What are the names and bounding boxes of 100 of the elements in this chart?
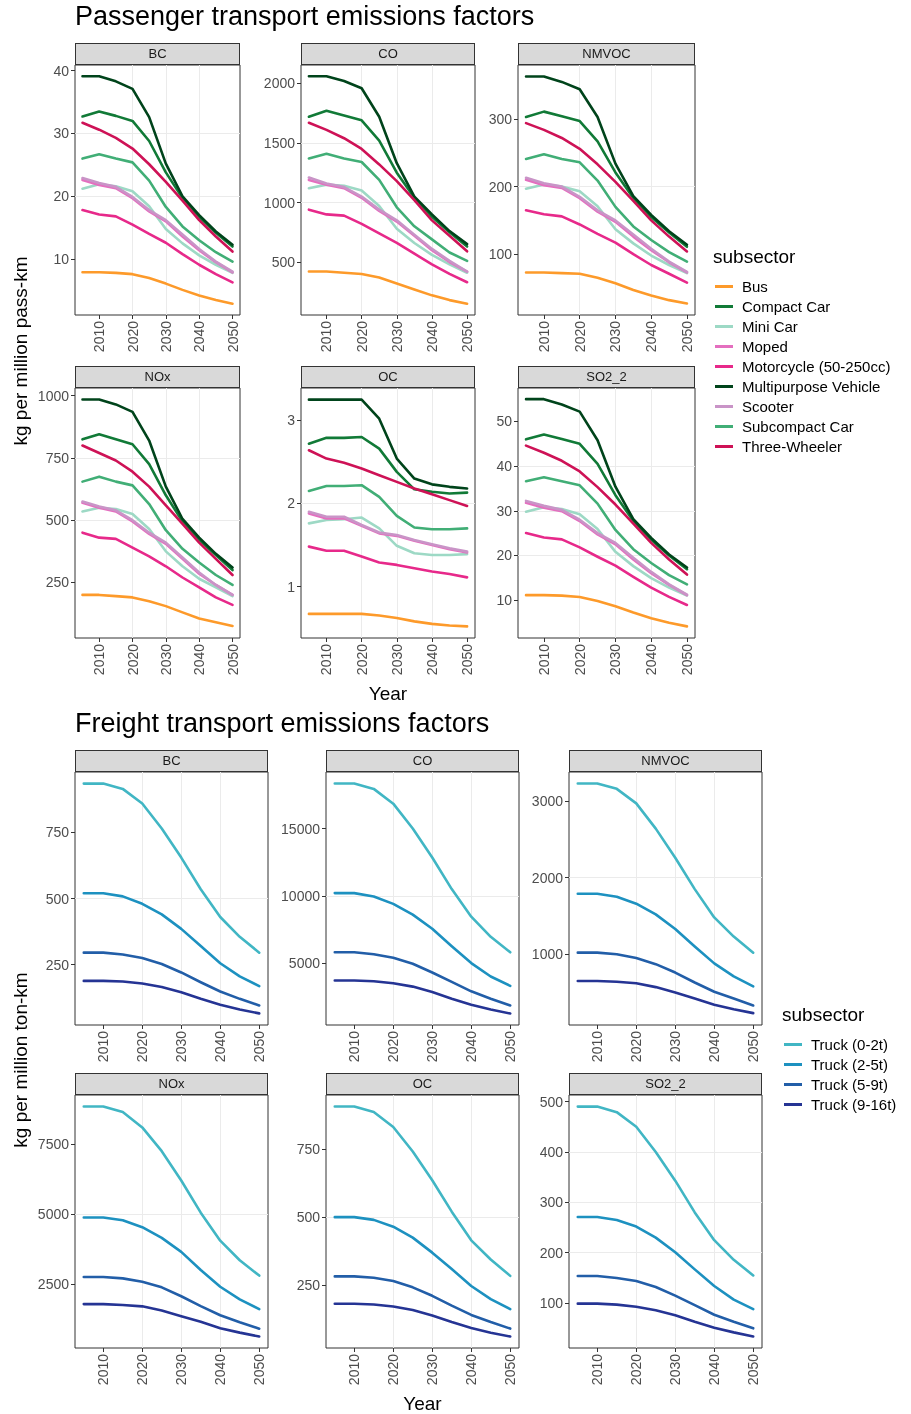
chart-title: NOx (75, 366, 240, 388)
x-tick-label: 2040 (463, 1030, 480, 1063)
legend-label: Motorcycle (50-250cc) (742, 357, 891, 375)
y-tick-label: 1500 (263, 134, 296, 151)
x-tick-label: 2050 (224, 643, 241, 676)
text: Freight transport emissions factors (75, 708, 490, 739)
chart-title: OC (326, 1073, 519, 1095)
x-tick-label: 2050 (251, 1030, 268, 1063)
x-tick-label: 2020 (571, 643, 588, 676)
y-tick-label: 250 (45, 956, 70, 973)
y-tick-label: 1000 (263, 194, 296, 211)
text: Passenger transport emissions factors (75, 1, 535, 32)
x-tick-label: 2020 (134, 1030, 151, 1063)
x-tick-label: 2030 (424, 1353, 441, 1386)
chart-title: SO2_2 (518, 366, 695, 388)
y-tick-label: 1000 (37, 387, 70, 404)
x-tick-label: 2030 (667, 1030, 684, 1063)
y-tick-label: 2 (287, 495, 296, 512)
x-tick-label: 2010 (95, 1353, 112, 1386)
x-tick-label: 2020 (571, 320, 588, 353)
chart-title: BC (75, 43, 240, 65)
x-tick-label: 2010 (95, 1030, 112, 1063)
y-tick-label: 250 (296, 1277, 321, 1294)
x-tick-label: 2010 (589, 1030, 606, 1063)
x-tick-label: 2040 (706, 1030, 723, 1063)
y-tick-label: 500 (539, 1093, 564, 1110)
x-tick-label: 2050 (678, 320, 695, 353)
x-tick-label: 2050 (459, 320, 476, 353)
x-tick-label: 2010 (91, 643, 108, 676)
x-tick-label: 2020 (628, 1353, 645, 1386)
y-tick-label: 20 (53, 188, 70, 205)
y-tick-label: 10 (496, 592, 513, 609)
x-tick-label: 2030 (388, 320, 405, 353)
y-tick-label: 15000 (281, 820, 321, 837)
y-tick-label: 30 (496, 502, 513, 519)
chart-title: BC (75, 750, 268, 772)
x-tick-label: 2040 (191, 643, 208, 676)
x-axis-title: Year (368, 683, 408, 705)
legend-label: Three-Wheeler (742, 437, 843, 455)
legend-label: Truck (5-9t) (811, 1075, 888, 1093)
legend-label: Truck (2-5t) (811, 1055, 888, 1073)
y-tick-label: 3000 (531, 793, 564, 810)
x-tick-label: 2030 (173, 1030, 190, 1063)
x-tick-label: 2020 (353, 320, 370, 353)
legend-title: subsector (713, 246, 797, 268)
x-tick-label: 2030 (157, 643, 174, 676)
legend-label: Moped (742, 337, 788, 355)
legend-label: Compact Car (742, 297, 831, 315)
x-tick-label: 2010 (346, 1030, 363, 1063)
legend-label: Mini Car (742, 317, 798, 335)
x-tick-label: 2010 (535, 643, 552, 676)
y-tick-label: 500 (45, 512, 70, 529)
y-tick-label: 3 (287, 412, 296, 429)
y-tick-label: 40 (53, 62, 70, 79)
y-tick-label: 300 (539, 1194, 564, 1211)
x-tick-label: 2050 (459, 643, 476, 676)
y-axis-title: kg per million pass-km (10, 256, 32, 446)
y-tick-label: 5000 (288, 955, 321, 972)
chart-title: CO (326, 750, 519, 772)
x-tick-label: 2040 (643, 320, 660, 353)
x-tick-label: 2040 (423, 320, 440, 353)
chart-title: NMVOC (518, 43, 695, 65)
x-tick-label: 2030 (173, 1353, 190, 1386)
y-tick-label: 500 (296, 1209, 321, 1226)
x-tick-label: 2050 (745, 1030, 762, 1063)
x-tick-label: 2030 (607, 643, 624, 676)
chart-title: OC (301, 366, 475, 388)
y-tick-label: 30 (53, 125, 70, 142)
y-tick-label: 10 (53, 251, 70, 268)
y-tick-label: 10000 (281, 887, 321, 904)
x-tick-label: 2040 (643, 643, 660, 676)
y-tick-label: 40 (496, 458, 513, 475)
legend-label: Subcompact Car (742, 417, 854, 435)
y-tick-label: 50 (496, 413, 513, 430)
chart-title: NOx (75, 1073, 268, 1095)
x-tick-label: 2010 (346, 1353, 363, 1386)
legend-label: Bus (742, 277, 768, 295)
x-tick-label: 2020 (385, 1030, 402, 1063)
y-tick-label: 400 (539, 1143, 564, 1160)
y-tick-label: 250 (45, 574, 70, 591)
y-tick-label: 200 (488, 178, 513, 195)
y-tick-label: 750 (45, 824, 70, 841)
legend-label: Truck (9-16t) (811, 1095, 897, 1113)
x-tick-label: 2010 (535, 320, 552, 353)
x-tick-label: 2020 (353, 643, 370, 676)
y-tick-label: 7500 (37, 1136, 70, 1153)
y-tick-label: 1 (287, 578, 296, 595)
x-tick-label: 2040 (463, 1353, 480, 1386)
x-tick-label: 2040 (706, 1353, 723, 1386)
y-tick-label: 1000 (531, 946, 564, 963)
x-tick-label: 2050 (251, 1353, 268, 1386)
y-tick-label: 750 (296, 1140, 321, 1157)
x-tick-label: 2020 (124, 320, 141, 353)
legend-label: Scooter (742, 397, 794, 415)
y-tick-label: 500 (271, 254, 296, 271)
x-tick-label: 2050 (502, 1353, 519, 1386)
x-axis-title: Year (403, 1393, 442, 1414)
x-tick-label: 2010 (589, 1353, 606, 1386)
x-tick-label: 2020 (628, 1030, 645, 1063)
x-tick-label: 2020 (385, 1353, 402, 1386)
